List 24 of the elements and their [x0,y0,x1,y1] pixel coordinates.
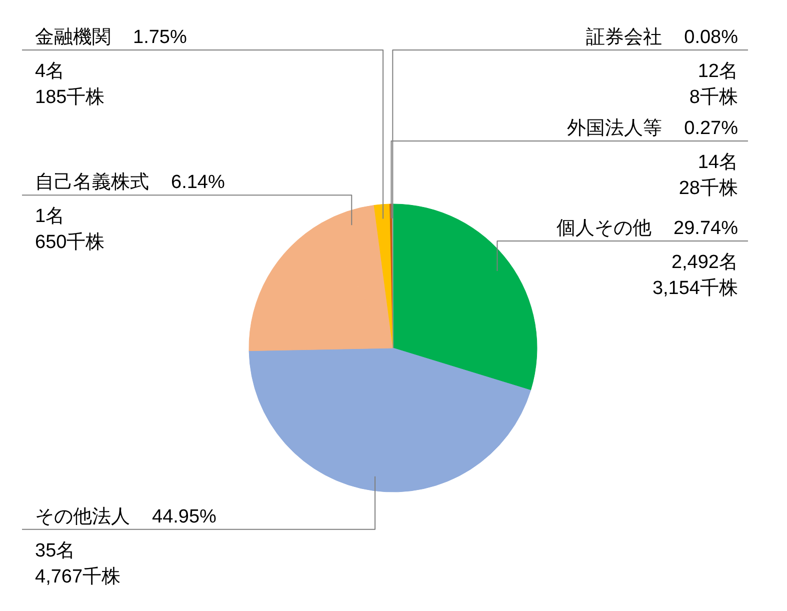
note: 1名 [35,206,65,228]
category: 証券会社 [586,27,662,48]
note: 185千株 [35,87,105,108]
note: 650千株 [35,232,105,254]
category: 個人その他 [556,218,652,239]
note: 28千株 [678,178,738,199]
note: 4名 [35,61,65,82]
note: 3,154千株 [652,278,738,299]
note: 4,767千株 [35,566,121,588]
value: 44.95% [152,506,216,528]
note: 8千株 [689,87,738,108]
category: 自己名義株式 [35,172,149,194]
note: 2,492名 [671,252,738,273]
value: 1.75% [133,27,187,48]
category: 外国法人等 [567,118,662,139]
value: 29.74% [674,218,738,239]
value: 0.08% [684,27,738,48]
value: 0.27% [684,118,738,139]
category: その他法人 [35,506,130,528]
value: 6.14% [171,172,225,194]
note: 35名 [35,540,76,562]
category: 金融機関 [35,27,111,48]
note: 14名 [698,152,738,173]
note: 12名 [698,61,738,82]
